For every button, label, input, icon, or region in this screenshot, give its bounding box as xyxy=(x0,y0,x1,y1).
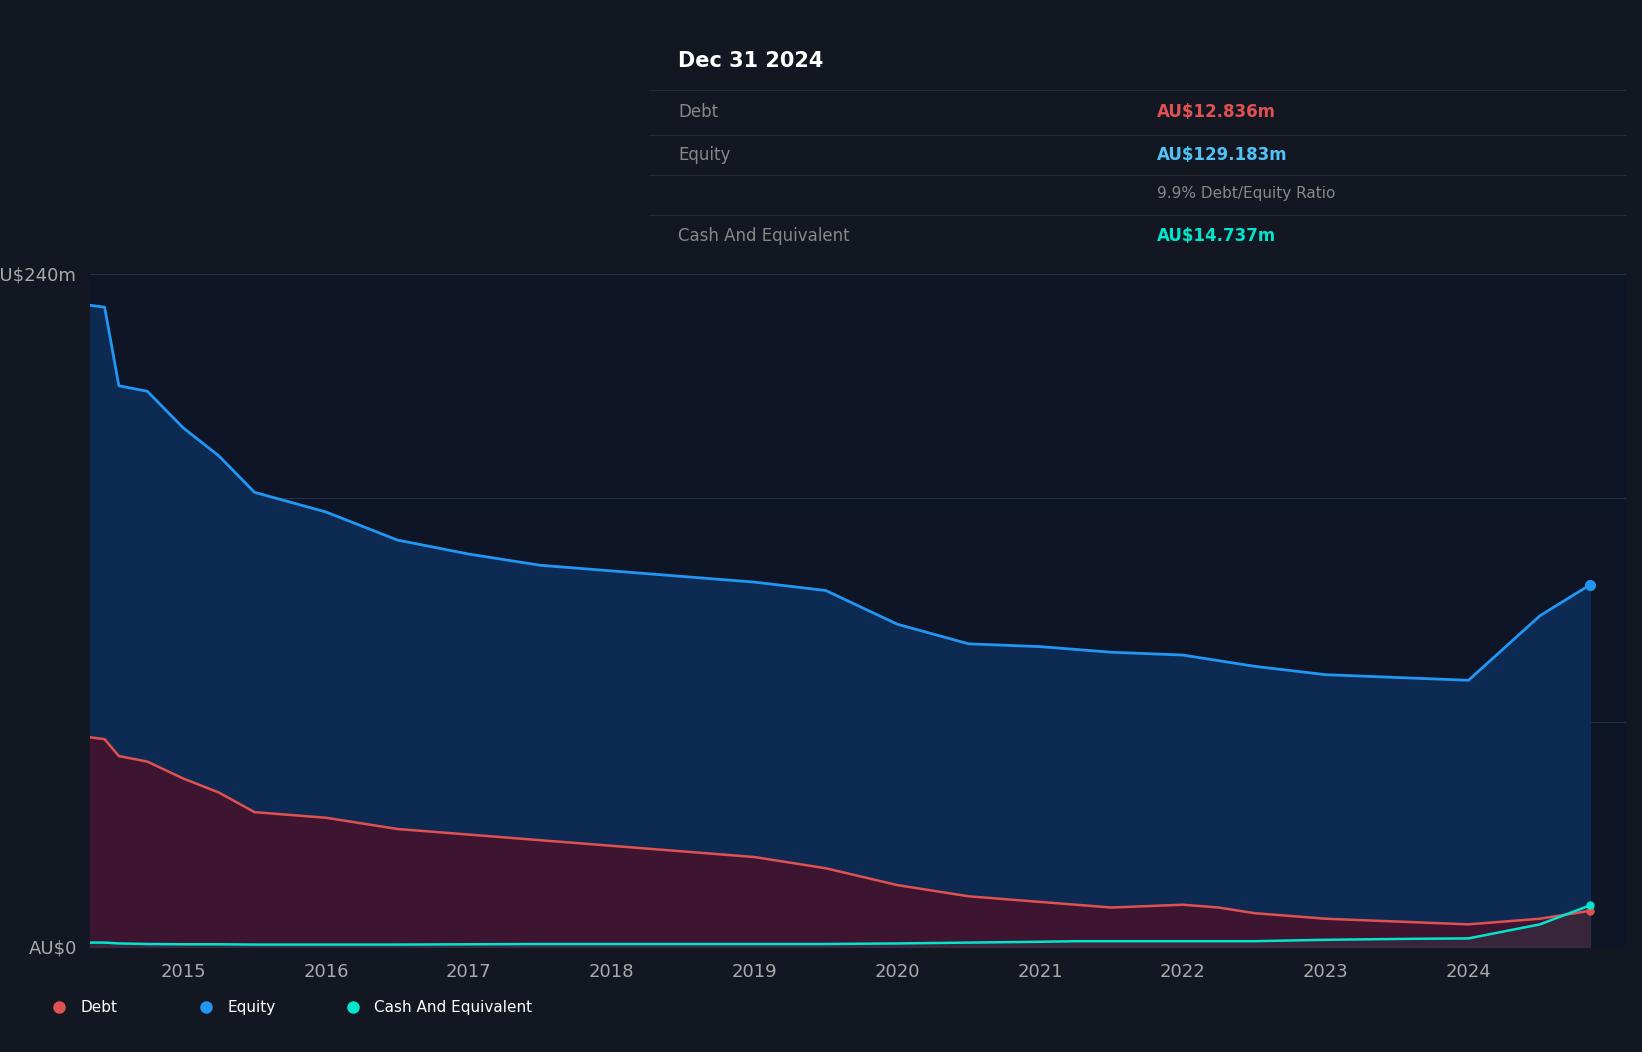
Text: Debt: Debt xyxy=(678,103,718,121)
Text: Cash And Equivalent: Cash And Equivalent xyxy=(678,227,849,245)
Text: 9.9% Debt/Equity Ratio: 9.9% Debt/Equity Ratio xyxy=(1156,186,1335,201)
Text: Cash And Equivalent: Cash And Equivalent xyxy=(374,999,532,1015)
Text: Equity: Equity xyxy=(227,999,276,1015)
Text: Debt: Debt xyxy=(80,999,117,1015)
Text: AU$14.737m: AU$14.737m xyxy=(1156,227,1276,245)
Text: AU$12.836m: AU$12.836m xyxy=(1156,103,1276,121)
Text: Dec 31 2024: Dec 31 2024 xyxy=(678,52,823,72)
Text: Equity: Equity xyxy=(678,146,731,164)
Text: AU$129.183m: AU$129.183m xyxy=(1156,146,1287,164)
